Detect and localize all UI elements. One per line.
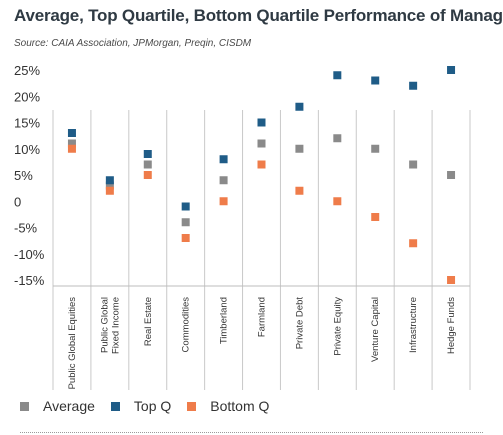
marker-average	[333, 134, 342, 143]
marker-top	[219, 155, 228, 164]
marker-bottom	[409, 239, 418, 248]
chart-source: Source: CAIA Association, JPMorgan, Preq…	[14, 38, 252, 49]
marker-top	[67, 129, 76, 137]
x-tick-label: Timberland	[219, 297, 230, 344]
x-tick-label: Venture Capital	[370, 297, 381, 362]
marker-average	[105, 181, 114, 190]
x-tick-label-line: Hedge Funds	[446, 297, 457, 354]
x-tick-label: Private Debt	[294, 297, 305, 350]
x-tick-label-line: Public Global Equities	[67, 297, 78, 390]
y-tick-label: -5%	[14, 221, 38, 236]
legend-swatch-top	[110, 401, 120, 411]
x-tick-label-line: Fixed Income	[110, 297, 121, 354]
marker-bottom	[371, 213, 380, 221]
x-tick-label: Hedge Funds	[446, 297, 457, 354]
x-tick-label: Farmland	[257, 297, 268, 337]
marker-average	[295, 144, 304, 153]
marker-average	[181, 218, 190, 227]
marker-bottom	[143, 171, 152, 179]
marker-bottom	[67, 144, 76, 153]
legend-label-top: Top Q	[133, 398, 172, 414]
bottom-divider	[20, 432, 483, 433]
x-tick-label-line: Private Equity	[332, 297, 343, 356]
marker-bottom	[257, 160, 266, 169]
marker-bottom	[105, 186, 114, 195]
marker-top	[105, 176, 114, 185]
x-tick-label-line: Infrastructure	[408, 297, 419, 353]
y-tick-label: 20%	[14, 89, 40, 104]
legend-label-average: Average	[43, 398, 95, 414]
y-tick-label: -15%	[14, 273, 45, 288]
legend-item-bottom: Bottom Q	[187, 398, 269, 414]
legend-item-average: Average	[20, 398, 95, 414]
marker-top	[371, 76, 380, 85]
chart-title: Average, Top Quartile, Bottom Quartile P…	[14, 6, 503, 25]
x-tick-label-line: Farmland	[257, 297, 268, 337]
x-tick-label-line: Public Global	[99, 297, 110, 353]
x-tick-label-line: Timberland	[219, 297, 230, 344]
marker-top	[295, 102, 304, 111]
marker-average	[447, 171, 456, 179]
y-tick-label: 5%	[14, 168, 33, 183]
marker-top	[181, 202, 190, 211]
marker-top	[409, 81, 418, 90]
x-tick-label: Real Estate	[143, 297, 154, 346]
x-tick-label: Commodities	[181, 297, 192, 353]
chart-legend: Average Top Q Bottom Q	[20, 398, 285, 414]
y-tick-label: 10%	[14, 142, 40, 157]
legend-item-top: Top Q	[110, 398, 172, 414]
x-tick-label-line: Real Estate	[143, 297, 154, 346]
marker-top	[257, 118, 266, 127]
marker-bottom	[181, 234, 190, 242]
marker-average	[257, 139, 266, 148]
marker-top	[447, 66, 456, 74]
y-tick-label: 25%	[14, 63, 40, 78]
marker-average	[371, 144, 380, 153]
marker-average	[219, 176, 228, 185]
y-tick-label: 15%	[14, 116, 40, 131]
legend-swatch-bottom	[187, 401, 197, 411]
performance-chart: 25% 20% 15% 10% 5% 0 -5% -10% -15% Public Global …	[14, 63, 471, 390]
marker-average	[67, 139, 76, 148]
x-tick-label-line: Commodities	[181, 297, 192, 353]
marker-bottom	[219, 197, 228, 206]
marker-average	[143, 160, 152, 169]
marker-bottom	[333, 197, 342, 206]
marker-top	[143, 150, 152, 158]
y-tick-label: 0	[14, 194, 21, 209]
marker-average	[409, 160, 418, 169]
y-tick-label: -10%	[14, 247, 45, 262]
x-tick-label-line: Venture Capital	[370, 297, 381, 362]
marker-bottom	[295, 186, 304, 195]
x-tick-label: Infrastructure	[408, 297, 419, 353]
x-tick-label: Private Equity	[332, 297, 343, 356]
marker-top	[333, 71, 342, 80]
marker-bottom	[447, 276, 456, 284]
legend-label-bottom: Bottom Q	[210, 398, 270, 414]
x-tick-label: Public Global Fixed Income	[99, 297, 121, 354]
x-tick-label-line: Private Debt	[294, 297, 305, 350]
legend-swatch-average	[20, 401, 29, 411]
x-tick-label: Public Global Equities	[67, 297, 78, 390]
